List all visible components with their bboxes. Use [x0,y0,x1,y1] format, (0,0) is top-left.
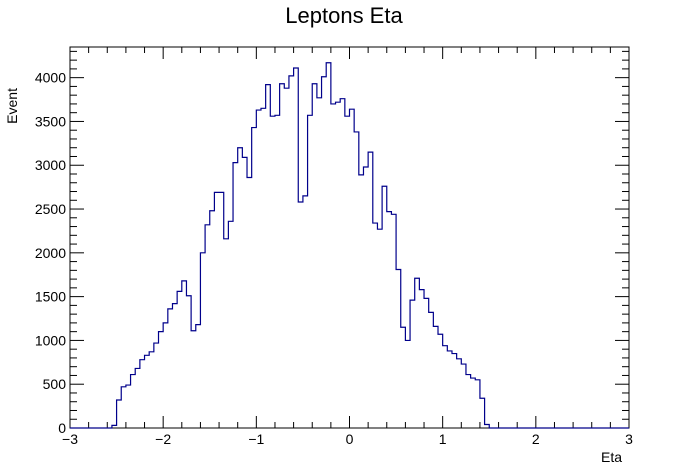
x-tick-label: −1 [248,431,264,447]
y-tick-label: 2500 [35,201,66,217]
x-tick-label: 2 [532,431,540,447]
y-tick-label: 4000 [35,70,66,86]
y-tick-label: 1500 [35,289,66,305]
x-axis-label: Eta [601,449,622,465]
x-tick-label: −3 [62,431,78,447]
y-tick-label: 1000 [35,332,66,348]
y-tick-label: 2000 [35,245,66,261]
x-axis: −3 −2 −1 0 1 2 3 [62,47,633,447]
x-tick-label: 0 [346,431,354,447]
y-tick-label: 3000 [35,157,66,173]
y-tick-label: 0 [58,420,66,436]
y-tick-label: 500 [43,376,67,392]
x-tick-label: 3 [625,431,633,447]
x-tick-label: −2 [155,431,171,447]
chart-title: Leptons Eta [285,3,403,28]
y-axis: 0 500 1000 1500 2000 2500 3000 3500 4000 [35,50,629,436]
histogram-series [70,62,629,429]
y-axis-label: Event [4,88,20,124]
y-tick-label: 3500 [35,113,66,129]
x-tick-label: 1 [439,431,447,447]
plot-frame [69,46,630,429]
